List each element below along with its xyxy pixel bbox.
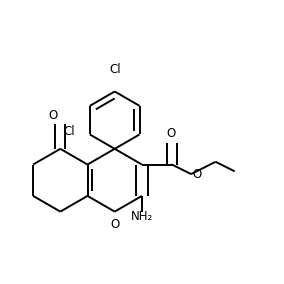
Text: Cl: Cl [63,125,75,138]
Text: O: O [192,168,202,181]
Text: NH₂: NH₂ [131,210,153,223]
Text: Cl: Cl [109,63,120,76]
Text: O: O [48,108,58,122]
Text: O: O [166,127,175,140]
Text: O: O [110,218,119,231]
